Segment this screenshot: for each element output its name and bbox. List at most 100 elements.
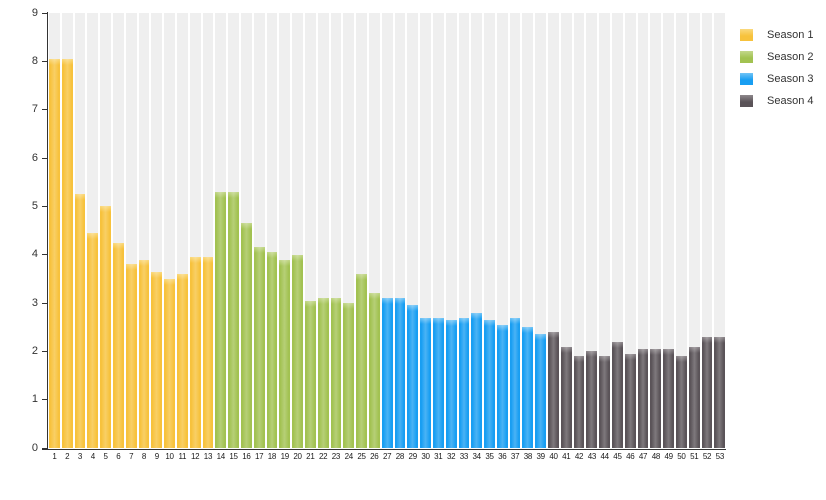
- bar-episode-27[interactable]: [381, 298, 393, 448]
- x-axis-tick-label: 28: [395, 452, 405, 461]
- bar-column: [637, 13, 649, 448]
- bar-episode-29[interactable]: [407, 305, 419, 448]
- bar-episode-50[interactable]: [676, 356, 687, 448]
- legend-item-season-3[interactable]: Season 3: [740, 72, 813, 85]
- bar-episode-32[interactable]: [445, 319, 457, 448]
- bar-episode-40[interactable]: [548, 332, 559, 448]
- x-axis-tick-label: 19: [280, 452, 290, 461]
- bar-episode-36[interactable]: [496, 324, 508, 448]
- bar-episode-20[interactable]: [292, 254, 303, 448]
- x-axis-tick-label: 2: [65, 452, 70, 461]
- x-axis-tick-label: 47: [638, 452, 648, 461]
- x-axis-tick-label: 34: [472, 452, 482, 461]
- bar-episode-14[interactable]: [215, 191, 227, 448]
- bar-episode-9[interactable]: [151, 271, 163, 448]
- y-axis-tick-label: 6: [31, 151, 38, 164]
- bar-episode-38[interactable]: [522, 327, 534, 448]
- bar-episode-4[interactable]: [87, 232, 99, 448]
- bar-episode-10[interactable]: [164, 278, 175, 448]
- bar-episode-22[interactable]: [317, 298, 329, 448]
- x-axis-tick-label: 18: [267, 452, 277, 461]
- x-axis-tick-label: 33: [459, 452, 469, 461]
- y-axis-tick-label: 2: [31, 344, 38, 357]
- bar-episode-12[interactable]: [189, 257, 201, 448]
- bar-column: [253, 13, 265, 448]
- bar-episode-53[interactable]: [714, 336, 726, 448]
- bar-column: [330, 13, 342, 448]
- bar-column: [714, 13, 726, 448]
- x-axis-tick-label: 22: [318, 452, 328, 461]
- bar-episode-8[interactable]: [138, 259, 150, 448]
- bar-episode-47[interactable]: [637, 348, 649, 448]
- legend-item-season-2[interactable]: Season 2: [740, 50, 813, 63]
- x-axis-tick-label: 13: [203, 452, 213, 461]
- bar-episode-41[interactable]: [560, 346, 572, 448]
- bar-episode-45[interactable]: [612, 341, 623, 448]
- y-axis-tick: [42, 157, 47, 159]
- bar-episode-17[interactable]: [253, 247, 265, 448]
- bar-episode-33[interactable]: [458, 317, 470, 448]
- bar-episode-6[interactable]: [112, 242, 124, 448]
- y-axis-tick-label: 9: [31, 6, 38, 19]
- y-axis-tick: [42, 60, 47, 62]
- bar-episode-37[interactable]: [509, 317, 521, 448]
- legend-item-season-4[interactable]: Season 4: [740, 94, 813, 107]
- bar-column: [420, 13, 431, 448]
- bar-episode-11[interactable]: [176, 274, 188, 448]
- bar-episode-28[interactable]: [394, 298, 406, 448]
- bar-episode-43[interactable]: [586, 351, 598, 448]
- bar-column: [125, 13, 137, 448]
- x-axis-tick-label: 23: [331, 452, 341, 461]
- x-axis-tick-label: 9: [154, 452, 159, 461]
- bar-episode-21[interactable]: [304, 300, 316, 448]
- bar-episode-51[interactable]: [688, 346, 700, 448]
- x-axis-line: [42, 449, 726, 450]
- bar-episode-25[interactable]: [356, 274, 367, 448]
- bar-episode-15[interactable]: [228, 191, 239, 448]
- y-axis-tick: [42, 109, 47, 111]
- bar-episode-52[interactable]: [701, 336, 713, 448]
- bar-episode-2[interactable]: [61, 58, 73, 448]
- bar-episode-13[interactable]: [202, 257, 214, 448]
- bar-episode-5[interactable]: [100, 206, 111, 448]
- bar-column: [317, 13, 329, 448]
- legend-item-season-1[interactable]: Season 1: [740, 28, 813, 41]
- bar-episode-44[interactable]: [599, 356, 611, 448]
- x-axis-tick-label: 26: [370, 452, 379, 461]
- bar-column: [471, 13, 483, 448]
- legend-label: Season 1: [767, 28, 814, 41]
- bar-episode-49[interactable]: [663, 348, 675, 448]
- bar-episode-19[interactable]: [279, 259, 291, 448]
- bar-episode-1[interactable]: [49, 58, 60, 448]
- bar-column: [292, 13, 303, 448]
- x-axis-tick-label: 14: [216, 452, 226, 461]
- bar-column: [381, 13, 393, 448]
- bar-episode-16[interactable]: [240, 223, 252, 448]
- bar-column: [701, 13, 713, 448]
- bar-column: [663, 13, 675, 448]
- bar-episode-31[interactable]: [432, 317, 444, 448]
- bar-episode-34[interactable]: [471, 312, 483, 448]
- bar-column: [548, 13, 559, 448]
- x-axis-tick-label: 17: [254, 452, 264, 461]
- y-axis-tick-label: 3: [31, 296, 38, 309]
- bar-episode-23[interactable]: [330, 298, 342, 448]
- bar-episode-30[interactable]: [420, 317, 431, 448]
- bar-episode-24[interactable]: [343, 303, 355, 448]
- bar-column: [509, 13, 521, 448]
- bar-episode-35[interactable]: [484, 319, 495, 448]
- bar-episode-48[interactable]: [650, 348, 662, 448]
- x-axis-tick-label: 20: [293, 452, 302, 461]
- bar-episode-3[interactable]: [74, 194, 86, 448]
- bar-episode-46[interactable]: [624, 353, 636, 448]
- bar-episode-18[interactable]: [266, 252, 278, 448]
- bar-column: [599, 13, 611, 448]
- x-axis-tick-label: 32: [446, 452, 456, 461]
- bar-episode-39[interactable]: [535, 334, 547, 448]
- bar-column: [151, 13, 163, 448]
- bar-episode-7[interactable]: [125, 264, 137, 448]
- bar-episode-42[interactable]: [573, 356, 585, 448]
- bar-episode-26[interactable]: [368, 293, 380, 448]
- bar-column: [445, 13, 457, 448]
